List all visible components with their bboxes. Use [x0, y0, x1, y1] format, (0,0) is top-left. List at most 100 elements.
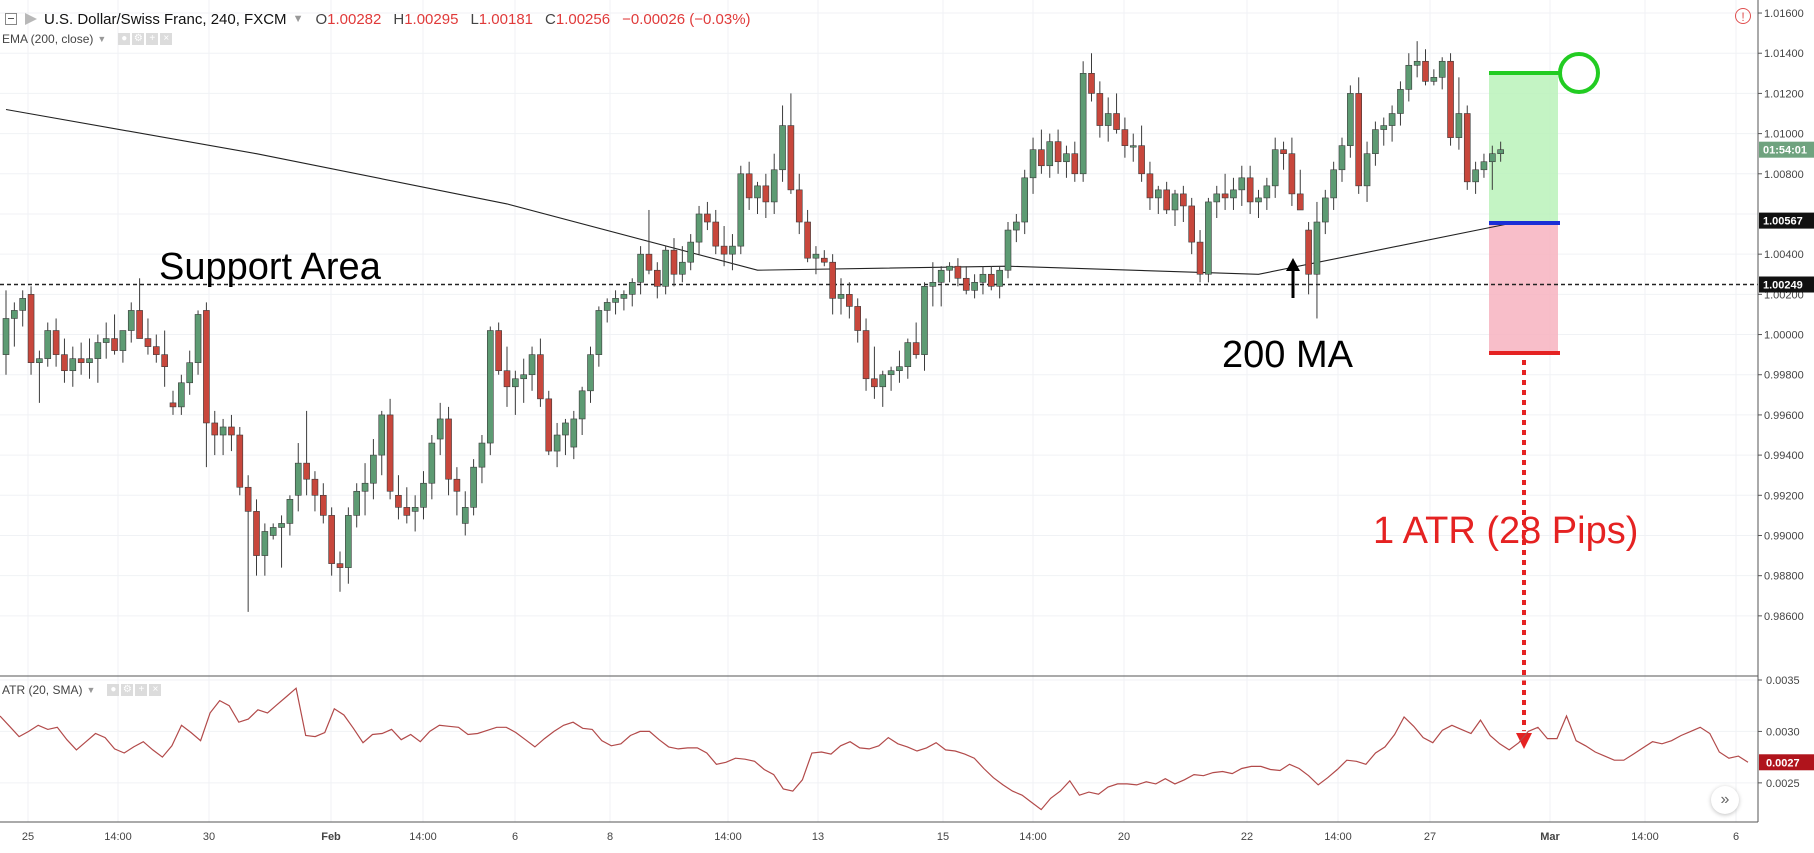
candle-body-down: [77, 358, 85, 363]
candle: [1413, 41, 1421, 78]
candle: [637, 246, 644, 295]
candle: [779, 105, 786, 182]
candle-body-up: [1079, 73, 1087, 175]
time-tick-label: 15: [937, 831, 949, 843]
price-tick-label: 0.98800: [1764, 571, 1804, 583]
candle-body-down: [712, 221, 720, 247]
ema-indicator-label[interactable]: EMA (200, close): [2, 32, 94, 46]
candle-body-down: [445, 418, 452, 480]
candle: [537, 338, 544, 407]
candle: [378, 410, 386, 476]
low-label: L: [470, 10, 479, 28]
candle-body-down: [228, 426, 235, 436]
candle: [386, 398, 394, 500]
candle-body-up: [628, 281, 636, 295]
candle: [153, 334, 160, 363]
candle: [595, 306, 603, 367]
candle-body-up: [36, 358, 43, 363]
candle-body-down: [653, 269, 661, 287]
candle-body-up: [779, 125, 786, 171]
eye-icon[interactable]: ●: [118, 33, 131, 45]
candle-body-up: [595, 310, 603, 355]
ema-indicator-legend[interactable]: EMA (200, close) ▼ ● ⚙ + ×: [2, 31, 173, 47]
candle-body-down: [871, 378, 878, 388]
gear-icon[interactable]: ⚙: [121, 684, 134, 696]
candle-body-up: [587, 354, 594, 392]
symbol-title[interactable]: U.S. Dollar/Swiss Franc, 240, FXCM: [44, 10, 287, 28]
scroll-to-realtime-button[interactable]: »: [1711, 786, 1739, 814]
candle: [846, 282, 853, 319]
price-tick-label: 0.99800: [1764, 370, 1804, 382]
time-tick-label: 8: [607, 831, 613, 843]
candle: [336, 551, 344, 592]
ema-indicator-tools: ● ⚙ + ×: [118, 33, 173, 45]
close-icon[interactable]: ×: [149, 684, 162, 696]
alert-icon[interactable]: !: [1735, 8, 1751, 24]
candle: [1221, 173, 1229, 210]
candle: [1205, 197, 1212, 283]
atr-indicator-label[interactable]: ATR (20, SMA): [2, 683, 83, 697]
candle: [1155, 185, 1162, 214]
candle-body-up: [1489, 153, 1496, 163]
candle: [929, 262, 937, 307]
candle: [27, 286, 35, 375]
candle-body-up: [286, 499, 294, 524]
candle-body-down: [1296, 193, 1304, 211]
candle: [754, 181, 761, 214]
candle: [102, 322, 110, 359]
candle: [353, 483, 361, 528]
candle: [612, 290, 619, 315]
collapse-icon[interactable]: [5, 13, 17, 25]
candle-body-up: [19, 298, 27, 311]
candle: [77, 342, 85, 375]
candle: [1213, 185, 1221, 218]
candle-body-up: [695, 213, 703, 243]
candles-layer[interactable]: [2, 41, 1504, 612]
ema-value-tag-bg: [1759, 212, 1814, 229]
candle-body-down: [745, 173, 753, 199]
candle: [86, 338, 93, 379]
flag-icon[interactable]: [25, 13, 37, 25]
candle-body-down: [111, 338, 118, 351]
candle-body-up: [937, 269, 945, 283]
candle-body-up: [896, 366, 903, 372]
candle: [1463, 105, 1471, 190]
candle-body-down: [1196, 241, 1204, 275]
candle-body-up: [929, 281, 937, 287]
candle-body-up: [979, 273, 987, 283]
chevron-down-icon[interactable]: ▼: [97, 34, 107, 44]
candle-body-up: [1171, 193, 1179, 211]
candle: [1230, 177, 1237, 210]
close-icon[interactable]: ×: [160, 33, 173, 45]
candle: [620, 290, 628, 311]
candle: [370, 439, 377, 500]
candle: [1071, 141, 1079, 182]
gear-icon[interactable]: ⚙: [132, 33, 145, 45]
candle: [812, 246, 820, 275]
candle: [587, 346, 594, 403]
candle: [745, 161, 753, 210]
candle-body-down: [787, 125, 795, 191]
atr-indicator-legend[interactable]: ATR (20, SMA) ▼ ● ⚙ + ×: [2, 682, 162, 698]
plus-icon[interactable]: +: [135, 684, 148, 696]
candle-body-up: [553, 434, 561, 452]
plus-icon[interactable]: +: [146, 33, 159, 45]
candle: [1255, 189, 1262, 218]
candle: [804, 209, 811, 263]
candle: [1438, 57, 1446, 90]
chevron-down-icon[interactable]: ▼: [86, 685, 96, 695]
candle: [1322, 189, 1329, 235]
ohlc-open: O1.00282: [315, 11, 381, 28]
chevron-down-icon[interactable]: ▼: [292, 13, 304, 25]
eye-icon[interactable]: ●: [107, 684, 120, 696]
candle-body-up: [879, 374, 887, 388]
candle-body-up: [94, 342, 102, 359]
candle-body-up: [1063, 153, 1070, 163]
candle-body-down: [236, 434, 244, 488]
candle: [1121, 117, 1129, 158]
ma-annotation: 200 MA: [1222, 334, 1354, 376]
candle: [795, 173, 803, 235]
atr-line: [0, 687, 1749, 811]
